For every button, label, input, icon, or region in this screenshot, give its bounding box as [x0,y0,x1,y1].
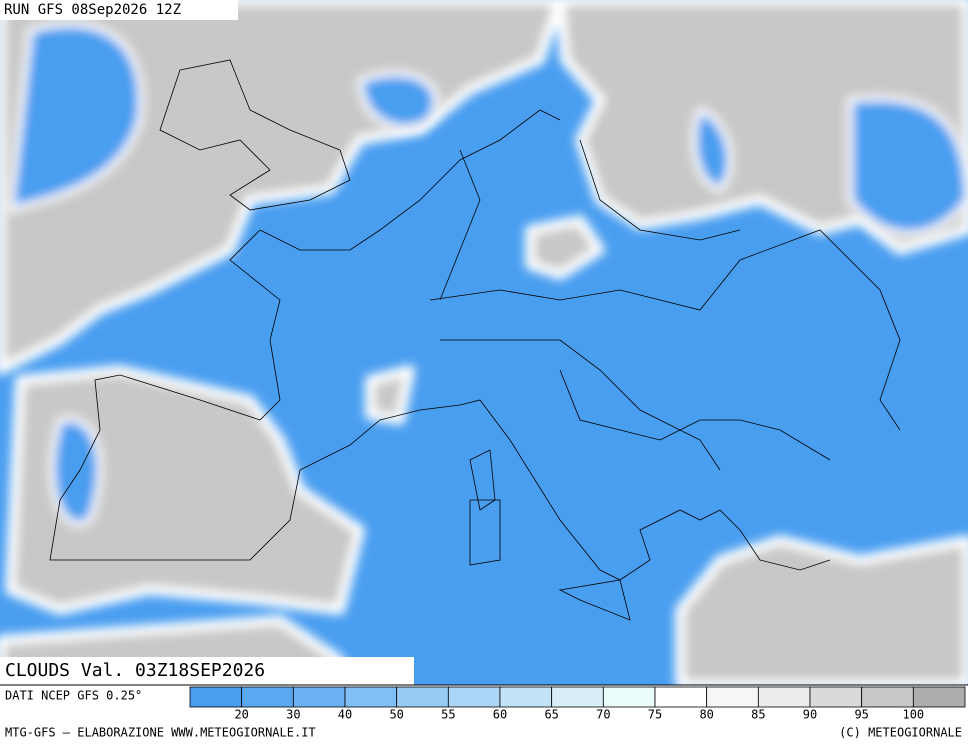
scale-box [447,686,501,708]
scale-label: 60 [493,708,507,722]
scale-box [292,686,346,708]
scale-box [189,686,243,708]
map-area [0,0,968,685]
footer-left: MTG-GFS – ELABORAZIONE WWW.METEOGIORNALE… [5,726,316,740]
source-label: DATI NCEP GFS 0.25° [5,689,142,703]
scale-label: 40 [338,708,352,722]
scale-label: 90 [803,708,817,722]
scale-box [241,686,294,708]
scale-box [861,686,914,708]
scale-label: 20 [234,708,248,722]
scale-box [551,686,604,708]
scale-label: 85 [751,708,765,722]
field-box [0,657,414,685]
scale-box [344,686,398,708]
scale-box [499,686,553,708]
scale-label: 100 [902,708,924,722]
scale-box [706,686,759,708]
scale-label: 65 [544,708,558,722]
clear-patches [6,21,968,527]
scale-box [654,686,708,708]
field-label: CLOUDS Val. 03Z18SEP2026 [5,660,265,681]
scale-label: 75 [648,708,662,722]
run-box [0,0,238,20]
color-scale: 20 30 40 50 55 60 65 70 75 80 85 90 95 100 [189,686,966,722]
scale-box [757,686,811,708]
scale-label: 30 [286,708,300,722]
run-label: RUN GFS 08Sep2026 12Z [4,2,181,18]
scale-label: 80 [699,708,713,722]
scale-box [809,686,863,708]
scale-label: 70 [596,708,610,722]
coastlines [49,59,901,621]
scale-label: 50 [389,708,403,722]
cloud-cover [0,0,968,685]
scale-label: 55 [441,708,455,722]
scale-box [912,686,966,708]
scale-box [602,686,656,708]
scale-label: 95 [854,708,868,722]
footer-right: (C) METEOGIORNALE [839,726,962,740]
scale-box [396,686,449,708]
